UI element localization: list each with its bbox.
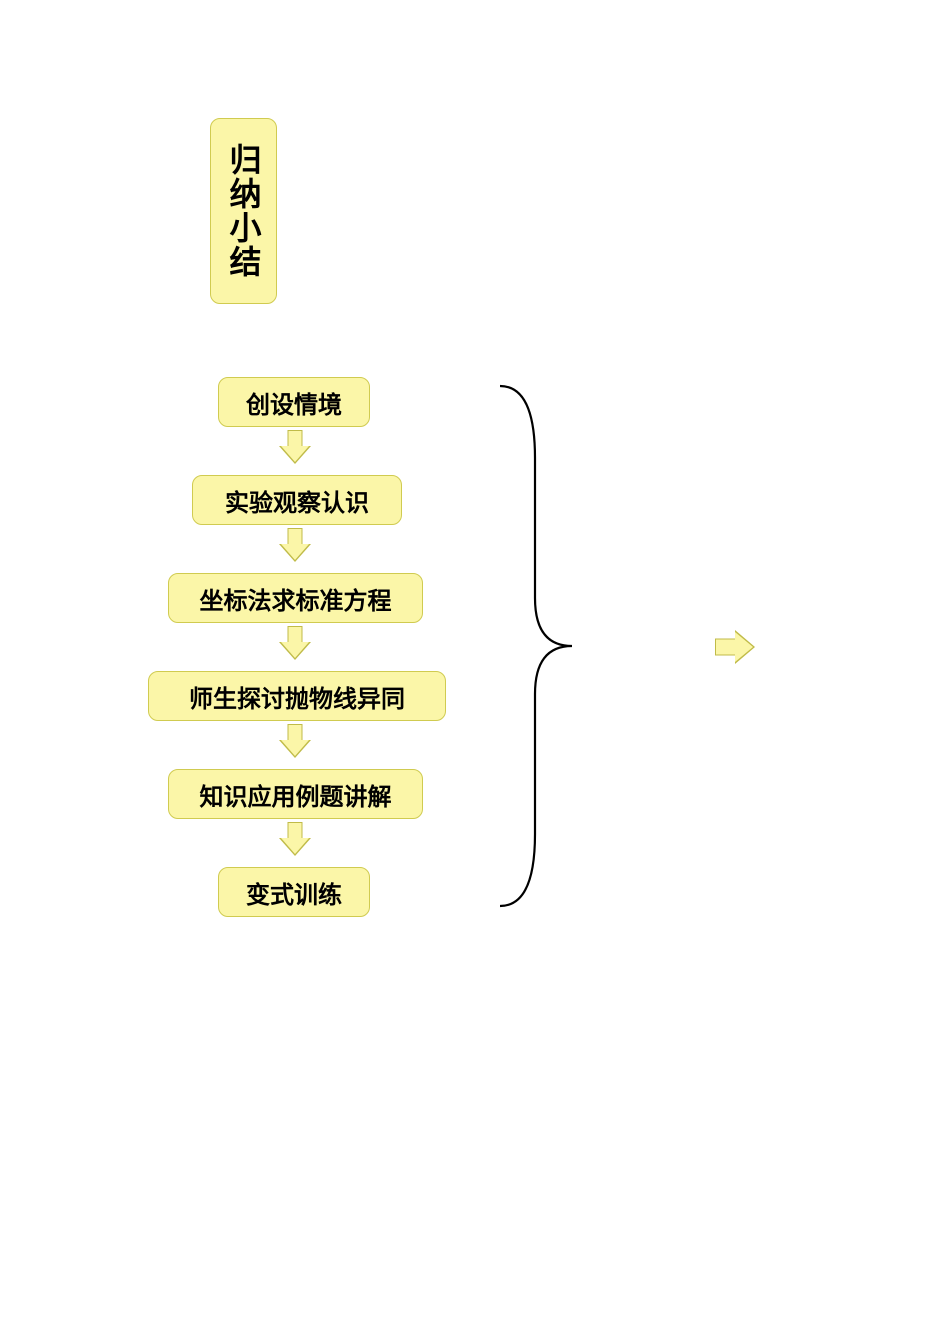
arrow-right-icon [715,630,757,664]
flow-node-1: 创设情境 [218,377,370,427]
flow-node-3: 坐标法求标准方程 [168,573,423,623]
arrow-down-icon [280,528,310,564]
arrow-down-icon [280,822,310,858]
flow-node-5: 知识应用例题讲解 [168,769,423,819]
summary-node: 归纳小结 [210,118,277,304]
arrow-down-icon [280,724,310,760]
arrow-down-icon [280,626,310,662]
flow-node-6: 变式训练 [218,867,370,917]
arrow-down-icon [280,430,310,466]
flow-node-4: 师生探讨抛物线异同 [148,671,446,721]
flow-node-2: 实验观察认识 [192,475,402,525]
brace-icon [480,378,580,914]
